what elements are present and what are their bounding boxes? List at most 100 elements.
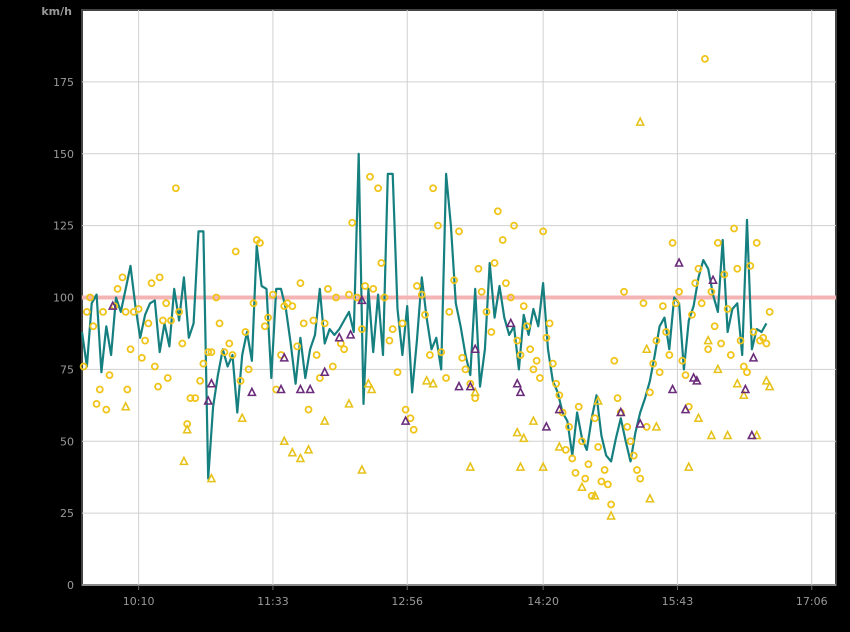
circle-point [523, 322, 531, 331]
purple-triangle-point [107, 300, 118, 310]
circle-point [723, 305, 732, 313]
circle-point [437, 348, 446, 357]
circle-point [398, 319, 407, 328]
x-tick-label: 11:33 [257, 595, 289, 608]
y-tick-label: 125 [53, 220, 74, 233]
circle-point [244, 365, 253, 374]
circle-point [231, 247, 240, 256]
circle-point [340, 345, 349, 354]
circle-point [225, 339, 234, 348]
circle-point [86, 293, 94, 302]
circle-point [369, 284, 378, 293]
purple-triangle-point [279, 352, 290, 362]
yellow-triangle-point [577, 481, 587, 492]
circle-point [565, 422, 573, 431]
circle-point [385, 336, 394, 345]
circle-point [681, 371, 690, 380]
yellow-triangle-point [237, 412, 247, 423]
circle-point [506, 293, 515, 302]
circle-point [629, 451, 638, 460]
circle-point [730, 224, 738, 233]
circle-point [241, 328, 250, 336]
circle-point [388, 325, 397, 334]
circle-point [620, 287, 628, 296]
purple-triangle-point [400, 415, 411, 425]
circle-point [89, 322, 98, 331]
circle-point [746, 261, 755, 270]
circle-point [477, 287, 486, 296]
circle-point [762, 339, 771, 348]
circle-point [701, 54, 709, 63]
circle-point [571, 468, 580, 477]
x-tick-label: 12:56 [391, 595, 423, 608]
y-tick-label: 75 [60, 363, 74, 376]
circle-point [324, 284, 332, 293]
circle-point [597, 477, 606, 486]
circle-point [353, 293, 361, 302]
y-tick-label: 150 [53, 148, 74, 161]
yellow-triangle-point [303, 444, 314, 454]
circle-point [510, 221, 518, 230]
circle-point [743, 368, 751, 377]
circle-point [466, 379, 475, 388]
circle-point [288, 302, 297, 311]
purple-triangle-point [345, 329, 356, 339]
yellow-triangle-point [593, 395, 603, 405]
circle-point [409, 425, 418, 434]
circle-point [655, 368, 664, 377]
circle-point [374, 184, 382, 193]
circle-point [749, 328, 758, 336]
circle-point [406, 414, 415, 423]
circle-point [752, 238, 761, 247]
circle-point [665, 351, 674, 359]
yellow-triangle-point [590, 490, 600, 500]
circle-point [720, 270, 729, 279]
yellow-triangle-point [120, 400, 131, 411]
circle-point [726, 351, 735, 359]
circle-point [401, 405, 410, 414]
circle-point [162, 299, 171, 308]
purple-triangle-point [305, 383, 315, 394]
circle-point [429, 184, 438, 193]
circle-point [220, 348, 229, 357]
circle-point [652, 336, 661, 345]
circle-point [380, 293, 389, 302]
circle-point [678, 356, 687, 365]
grid [82, 10, 836, 586]
circle-point [671, 299, 680, 308]
circle-point [539, 227, 548, 236]
circle-point [163, 374, 172, 382]
circle-point [413, 282, 421, 290]
circle-point [159, 316, 167, 325]
circle-point [552, 379, 560, 388]
yellow-triangle-point [515, 461, 526, 471]
axis-ticks: 0 25 50 75 100 125 150 175 10:10 11:33 12:56 14:20 1… [53, 76, 828, 608]
purple-triangle-point [465, 380, 476, 391]
circle-point [99, 307, 107, 316]
circle-point [260, 322, 269, 331]
y-tick-label: 0 [67, 579, 74, 592]
yellow-triangle-point [738, 389, 749, 400]
yellow-triangle-point [693, 412, 704, 423]
circle-point [320, 319, 329, 328]
circle-point [196, 376, 205, 385]
x-tick-label: 17:06 [796, 595, 828, 608]
circle-point [487, 328, 496, 336]
circle-point [532, 356, 541, 365]
circle-point [304, 405, 313, 414]
circle-point [332, 293, 340, 302]
circle-point [568, 454, 577, 463]
yellow-triangle-point [179, 455, 189, 466]
circle-point [417, 290, 426, 299]
purple-triangle-point [515, 386, 526, 397]
circle-point [581, 474, 590, 483]
yellow-triangle-point [554, 441, 565, 451]
purple-triangle-point [708, 274, 718, 285]
circle-point [458, 353, 467, 362]
purple-triangle-point [554, 403, 565, 414]
circle-point [134, 305, 143, 313]
purple-triangle-point [748, 352, 759, 362]
circle-point [366, 172, 374, 181]
circle-point [79, 362, 88, 371]
circle-point [328, 362, 337, 371]
